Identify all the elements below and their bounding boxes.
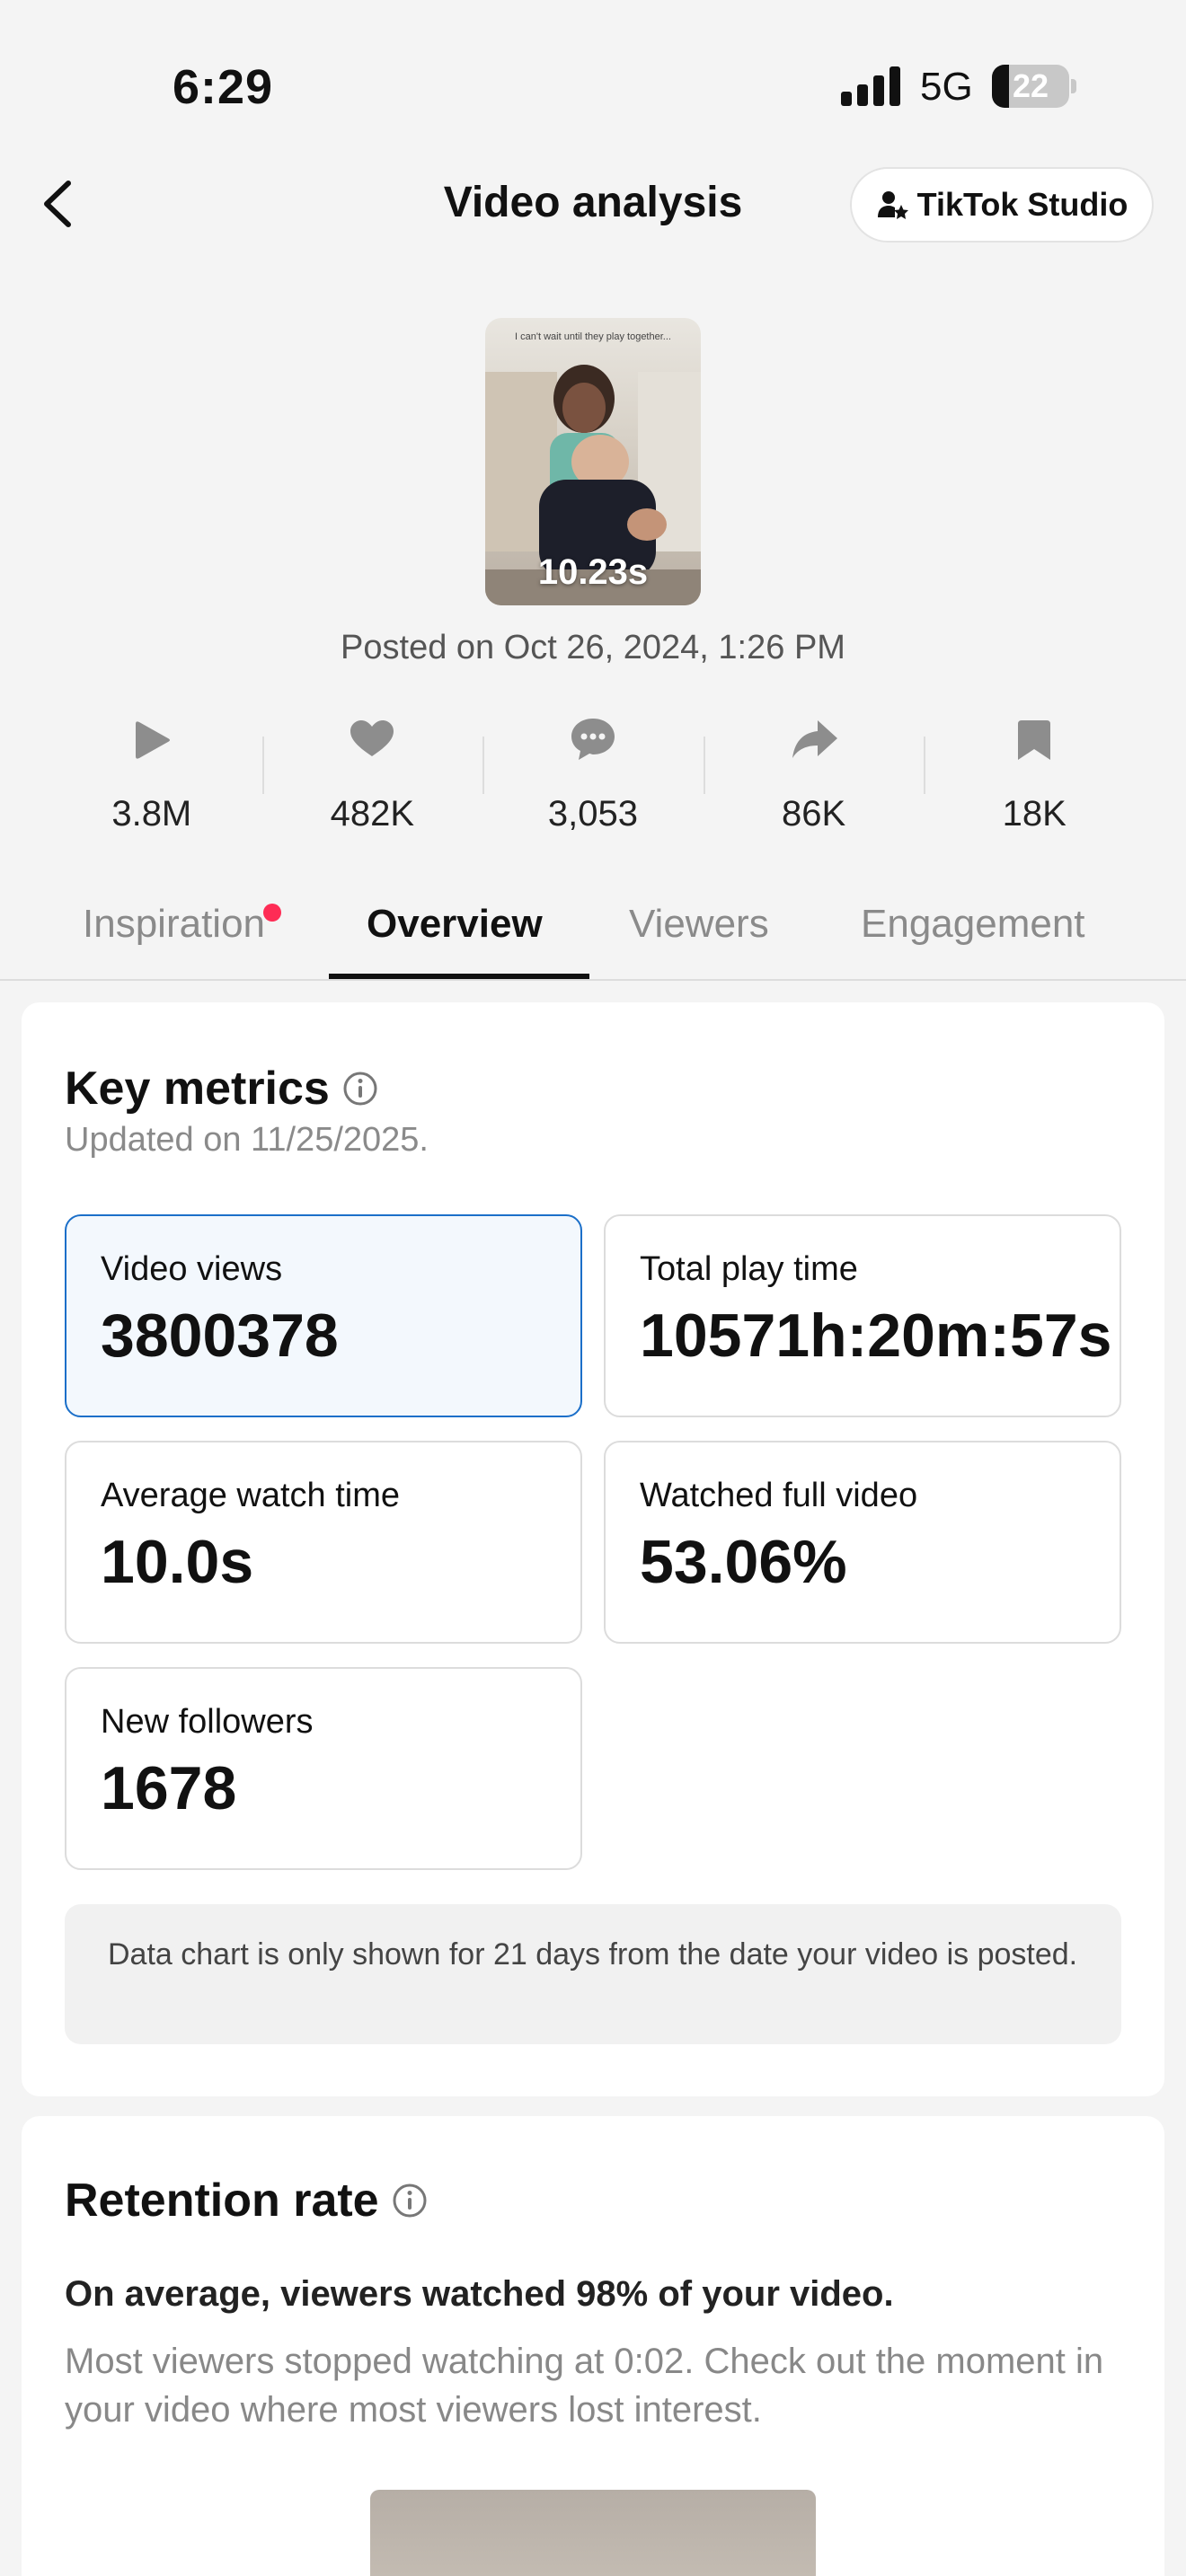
video-thumbnail-image (485, 365, 701, 605)
metric-value: 1678 (101, 1754, 237, 1822)
info-icon[interactable] (342, 1071, 378, 1107)
share-icon (792, 720, 837, 758)
comment-icon (571, 719, 615, 760)
retention-title: Retention rate (65, 2174, 428, 2228)
retention-card: Retention rate On average, viewers watch… (22, 2116, 1164, 2576)
stat-saves: 18K (924, 710, 1145, 844)
tab-viewers[interactable]: Viewers (629, 902, 769, 947)
tab-label: Engagement (861, 902, 1085, 946)
status-time: 6:29 (173, 60, 274, 114)
stat-value: 3.8M (111, 794, 192, 834)
stat-comments: 3,053 (482, 710, 704, 844)
metric-value: 53.06% (640, 1528, 847, 1596)
play-icon (135, 721, 170, 759)
metric-new-followers[interactable]: New followers 1678 (65, 1667, 582, 1870)
heart-icon (350, 720, 394, 756)
metric-label: New followers (101, 1703, 314, 1741)
stat-value: 18K (1002, 794, 1067, 834)
key-metrics-card: Key metrics Updated on 11/25/2025. Video… (22, 1002, 1164, 2096)
stat-value: 3,053 (547, 794, 639, 834)
tab-label: Viewers (629, 902, 769, 946)
network-label: 5G (920, 65, 973, 109)
video-duration: 10.23s (537, 552, 649, 592)
metric-value: 3800378 (101, 1301, 339, 1370)
retention-title-text: Retention rate (65, 2175, 379, 2227)
stat-shares: 86K (703, 710, 925, 844)
stat-value: 86K (781, 794, 846, 834)
analysis-tabs: Inspiration Overview Viewers Engagement (0, 889, 1186, 981)
tiktok-studio-label: TikTok Studio (916, 186, 1128, 223)
tab-label: Overview (367, 902, 543, 946)
metric-value: 10.0s (101, 1528, 254, 1596)
info-icon[interactable] (392, 2183, 428, 2219)
thumbnail-caption: I can't wait until they play together... (515, 331, 671, 342)
stat-views: 3.8M (41, 710, 262, 844)
notification-dot (263, 904, 282, 922)
stat-likes: 482K (261, 710, 483, 844)
bookmark-icon (1018, 720, 1051, 760)
retention-video-frame[interactable] (370, 2490, 816, 2576)
key-metrics-title: Key metrics (65, 1062, 378, 1116)
tab-overview[interactable]: Overview (367, 902, 543, 947)
chevron-left-icon (44, 181, 71, 227)
metric-video-views[interactable]: Video views 3800378 (65, 1214, 582, 1417)
metric-total-play-time[interactable]: Total play time 10571h:20m:57s (604, 1214, 1121, 1417)
metric-label: Watched full video (640, 1477, 918, 1514)
data-chart-note: Data chart is only shown for 21 days fro… (65, 1904, 1121, 2044)
metric-label: Average watch time (101, 1477, 401, 1514)
metric-label: Total play time (640, 1250, 858, 1288)
back-button[interactable] (36, 172, 81, 235)
key-metrics-title-text: Key metrics (65, 1063, 330, 1115)
tab-label: Inspiration (83, 902, 266, 946)
tiktok-studio-button[interactable]: TikTok Studio (850, 167, 1154, 243)
tab-engagement[interactable]: Engagement (861, 902, 1085, 947)
user-star-icon (877, 191, 908, 219)
active-tab-indicator (329, 974, 589, 979)
video-thumbnail[interactable]: I can't wait until they play together...… (485, 318, 701, 605)
updated-date: Updated on 11/25/2025. (65, 1121, 429, 1159)
stat-value: 482K (330, 794, 415, 834)
metric-average-watch-time[interactable]: Average watch time 10.0s (65, 1441, 582, 1644)
status-bar: 6:29 5G 22 (0, 0, 1186, 171)
metric-value: 10571h:20m:57s (640, 1301, 1112, 1370)
battery-icon: 22 (992, 65, 1076, 108)
page-title: Video analysis (443, 179, 743, 226)
video-stats: 3.8M 482K 3,053 86K 18K (41, 710, 1145, 844)
tab-inspiration[interactable]: Inspiration (83, 902, 282, 947)
retention-summary: On average, viewers watched 98% of your … (65, 2274, 894, 2314)
battery-level: 22 (1012, 67, 1049, 104)
signal-icon (841, 66, 900, 106)
metric-label: Video views (101, 1250, 283, 1288)
posted-date: Posted on Oct 26, 2024, 1:26 PM (341, 629, 845, 666)
metric-watched-full-video[interactable]: Watched full video 53.06% (604, 1441, 1121, 1644)
retention-detail: Most viewers stopped watching at 0:02. C… (65, 2342, 1104, 2430)
